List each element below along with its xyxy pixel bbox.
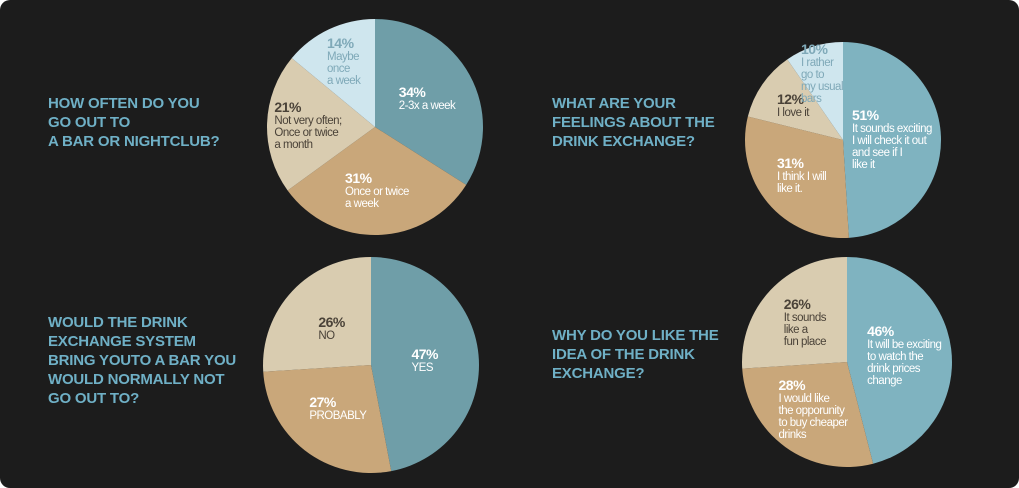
- slice-category: Not very often; Once or twice a month: [274, 114, 342, 151]
- slice-value-label: 27%: [309, 393, 336, 410]
- slice-label: 31% I think I will like it.: [776, 154, 827, 195]
- pie-slice: [371, 257, 480, 472]
- pie-slice: [266, 58, 375, 191]
- slice-value-label: 21%: [274, 98, 301, 115]
- slice-category: I rather go to my usual bars: [800, 56, 844, 105]
- slice-label: 26% NO: [318, 314, 345, 342]
- pie-slice: [787, 42, 843, 140]
- slice-category: Once or twice a week: [345, 185, 409, 210]
- pie-slice: [747, 59, 843, 140]
- slice-label: 14% Maybe once a week: [327, 34, 361, 87]
- slice-label: 27% PROBABLY: [309, 393, 367, 422]
- question-title: WHY DO YOU LIKE THE IDEA OF THE DRINK EX…: [552, 327, 719, 382]
- slice-category: It will be exciting to watch the drink p…: [867, 338, 942, 387]
- slice-category: I love it: [777, 107, 809, 120]
- question-title: HOW OFTEN DO YOU GO OUT TO A BAR OR NIGH…: [48, 95, 220, 150]
- slice-value-label: 28%: [778, 376, 806, 393]
- slice-category: 2-3x a week: [398, 100, 456, 113]
- slice-label: 51% It sounds exciting I will check it ou…: [852, 107, 932, 171]
- slice-value-label: 26%: [783, 296, 811, 313]
- slice-label: 12% I love it: [777, 91, 809, 119]
- slice-label: 26% It sounds like a fun place: [783, 296, 827, 349]
- slice-category: It sounds exciting I will check it out a…: [852, 122, 932, 171]
- slice-value-label: 46%: [867, 322, 894, 339]
- question-title: WOULD THE DRINK EXCHANGE SYSTEM BRING YO…: [48, 314, 237, 407]
- slice-category: YES: [411, 361, 433, 374]
- pie-slice: [847, 257, 953, 464]
- slice-label: 10% I rather go to my usual bars: [800, 40, 844, 105]
- pie-slice: [375, 19, 483, 185]
- slice-value-label: 26%: [318, 314, 345, 331]
- slice-label: 46% It will be exciting to watch the drin…: [867, 322, 942, 387]
- slice-value-label: 12%: [777, 91, 804, 108]
- pie-slice: [291, 19, 375, 127]
- slice-value-label: 10%: [800, 40, 828, 57]
- slice-category: PROBABLY: [309, 409, 367, 422]
- pie-slice: [745, 116, 849, 238]
- slice-category: Maybe once a week: [327, 50, 361, 87]
- slice-value-label: 31%: [776, 154, 804, 171]
- slice-value-label: 51%: [852, 106, 879, 123]
- slice-value-label: 14%: [327, 34, 354, 51]
- pie-slice: [262, 257, 371, 372]
- pie-slice: [742, 257, 847, 369]
- slice-category: I would like the opporunity to buy cheap…: [778, 392, 849, 441]
- question-title: WHAT ARE YOUR FEELINGS ABOUT THE DRINK E…: [552, 95, 715, 150]
- slice-label: 34% 2-3x a week: [399, 84, 456, 112]
- slice-value-label: 34%: [398, 84, 426, 101]
- slice-label: 47% YES: [411, 346, 438, 374]
- slice-category: It sounds like a fun place: [783, 312, 827, 349]
- slice-value-label: 47%: [411, 345, 439, 362]
- slice-value-label: 31%: [345, 169, 372, 186]
- slice-label: 31% Once or twice a week: [345, 170, 409, 210]
- slice-label: 28% I would like the opporunity to buy ch…: [778, 376, 849, 441]
- pie-slice: [843, 42, 941, 238]
- slice-category: NO: [318, 330, 335, 343]
- pie-slice: [287, 127, 467, 235]
- slice-category: I think I will like it.: [776, 170, 827, 195]
- slice-label: 21% Not very often; Once or twice a month: [274, 98, 342, 151]
- pie-slice: [742, 362, 874, 467]
- pie-slice: [263, 365, 392, 473]
